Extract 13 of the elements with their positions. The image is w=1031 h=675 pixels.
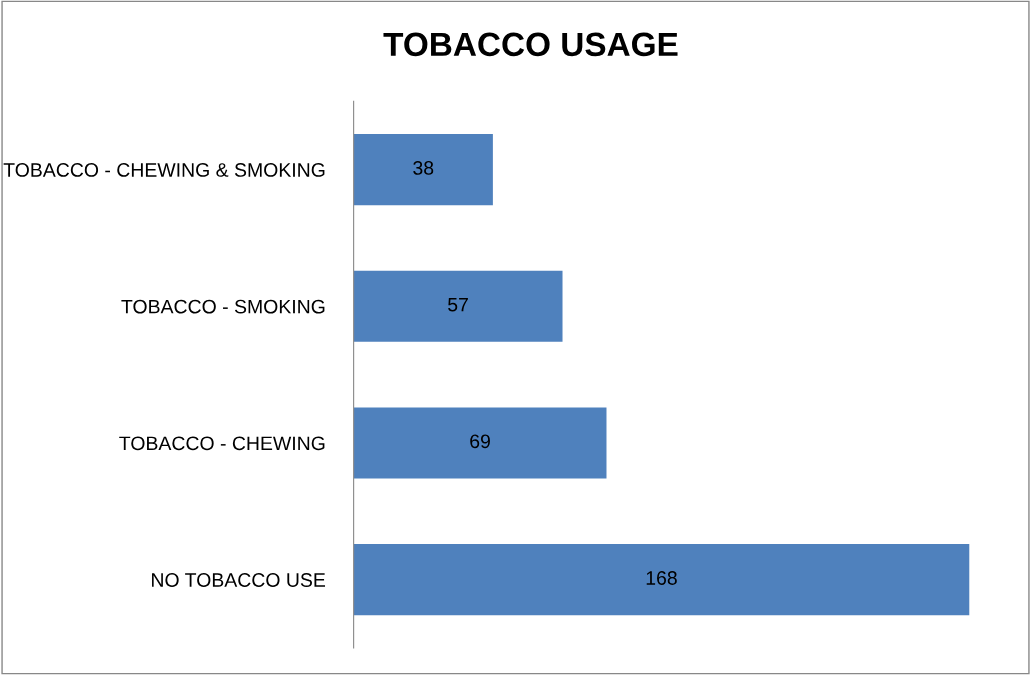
y-tick-label: TOBACCO - CHEWING & SMOKING (3, 163, 325, 177)
data-label: 38 (413, 161, 434, 175)
y-tick-label: TOBACCO - CHEWING (119, 436, 325, 451)
y-tick-label: NO TOBACCO USE (152, 573, 326, 587)
y-tick-label: TOBACCO - SMOKING (121, 299, 325, 314)
bar (353, 407, 607, 479)
bar (353, 134, 493, 206)
data-label: 168 (646, 571, 677, 585)
bar (353, 270, 563, 342)
chart-title: TOBACCO USAGE (383, 32, 678, 57)
data-label: 57 (448, 297, 468, 312)
data-label: 69 (470, 434, 490, 449)
bar (353, 544, 970, 616)
